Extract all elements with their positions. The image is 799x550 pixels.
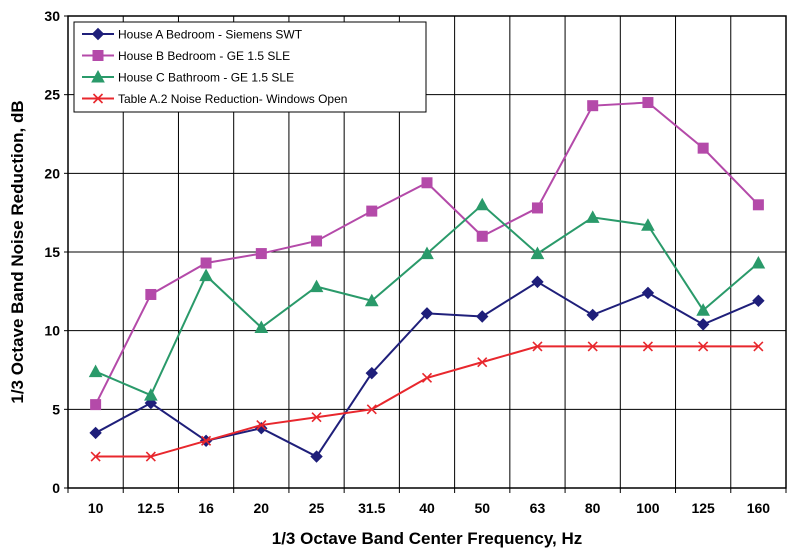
data-point <box>420 307 434 320</box>
data-point <box>751 255 766 269</box>
data-point <box>89 426 102 440</box>
legend-item: House C Bathroom - GE 1.5 SLE <box>82 69 294 85</box>
legend-label: House A Bedroom - Siemens SWT <box>118 28 303 42</box>
y-tick-label: 25 <box>44 87 60 103</box>
data-point <box>532 341 543 352</box>
x-tick-label: 50 <box>474 500 490 516</box>
y-tick-label: 10 <box>44 323 60 339</box>
data-point <box>311 412 322 423</box>
legend-label: House C Bathroom - GE 1.5 SLE <box>118 71 294 85</box>
data-point <box>309 279 324 293</box>
data-point <box>365 366 378 380</box>
data-point <box>585 210 600 223</box>
data-point <box>753 341 764 352</box>
data-point <box>531 275 544 289</box>
data-point <box>696 318 710 331</box>
data-point <box>477 357 488 368</box>
data-point <box>311 235 323 247</box>
x-tick-label: 10 <box>88 500 104 516</box>
data-point <box>587 100 599 112</box>
legend: House A Bedroom - Siemens SWT House B Bed… <box>73 21 427 113</box>
data-point <box>88 364 103 378</box>
data-point <box>697 142 709 154</box>
data-point <box>475 197 490 211</box>
x-tick-label: 20 <box>254 500 270 516</box>
data-point <box>90 399 102 411</box>
legend-marker <box>91 69 105 83</box>
data-point <box>420 246 434 260</box>
legend-marker <box>91 27 105 41</box>
data-point <box>752 199 764 211</box>
legend-marker <box>92 93 104 104</box>
data-point <box>255 248 267 260</box>
data-point <box>641 286 655 300</box>
series-3 <box>88 197 766 401</box>
data-point <box>310 450 323 463</box>
data-point <box>201 435 212 446</box>
x-tick-label: 40 <box>419 500 435 516</box>
data-point <box>587 341 598 352</box>
series-2 <box>90 97 764 411</box>
data-point <box>641 218 655 231</box>
data-point <box>642 341 653 352</box>
x-tick-label: 12.5 <box>137 500 164 516</box>
data-point <box>421 177 433 189</box>
data-point <box>421 372 433 383</box>
x-tick-label: 16 <box>198 500 214 516</box>
x-tick-label: 25 <box>309 500 325 516</box>
y-tick-label: 15 <box>44 244 60 260</box>
x-axis-ticks: 10 12.5 16 20 25 31.5 40 50 63 80 100 125 160 <box>67 488 787 516</box>
data-point <box>586 308 599 322</box>
data-point <box>752 294 765 307</box>
y-tick-label: 30 <box>44 8 60 24</box>
data-point <box>366 404 377 415</box>
x-tick-label: 63 <box>530 500 546 516</box>
series-layer <box>88 97 766 463</box>
x-tick-label: 125 <box>691 500 715 516</box>
y-tick-label: 20 <box>44 165 60 181</box>
data-point <box>696 303 710 316</box>
legend-box <box>73 21 427 113</box>
x-tick-label: 80 <box>585 500 601 516</box>
data-point <box>144 388 158 401</box>
data-point <box>145 288 157 300</box>
data-point <box>90 451 101 462</box>
y-tick-label: 5 <box>52 401 60 417</box>
series-4 <box>90 341 764 462</box>
y-tick-label: 0 <box>52 480 60 496</box>
data-point <box>531 202 543 214</box>
legend-item: Table A.2 Noise Reduction- Windows Open <box>82 92 347 106</box>
data-point <box>476 310 489 323</box>
data-point <box>199 268 213 282</box>
x-tick-label: 160 <box>747 500 771 516</box>
legend-item: House B Bedroom - GE 1.5 SLE <box>82 49 290 63</box>
legend-marker <box>92 50 104 61</box>
y-axis-ticks: 0 5 10 15 20 25 30 <box>44 8 68 496</box>
data-point <box>256 420 267 431</box>
data-point <box>364 293 379 307</box>
legend-label: Table A.2 Noise Reduction- Windows Open <box>118 92 347 106</box>
data-point <box>476 230 488 242</box>
data-point <box>366 205 378 217</box>
legend-label: House B Bedroom - GE 1.5 SLE <box>118 49 290 63</box>
data-point <box>698 341 709 352</box>
data-point <box>254 320 269 334</box>
x-tick-label: 31.5 <box>358 500 385 516</box>
data-point <box>530 246 545 260</box>
data-point <box>200 257 212 269</box>
data-point <box>642 97 654 109</box>
legend-item: House A Bedroom - Siemens SWT <box>82 28 303 42</box>
x-axis-title: 1/3 Octave Band Center Frequency, Hz <box>272 529 583 548</box>
data-point <box>145 451 156 462</box>
x-tick-label: 100 <box>636 500 660 516</box>
y-axis-title: 1/3 Octave Band Noise Reduction, dB <box>8 100 27 403</box>
